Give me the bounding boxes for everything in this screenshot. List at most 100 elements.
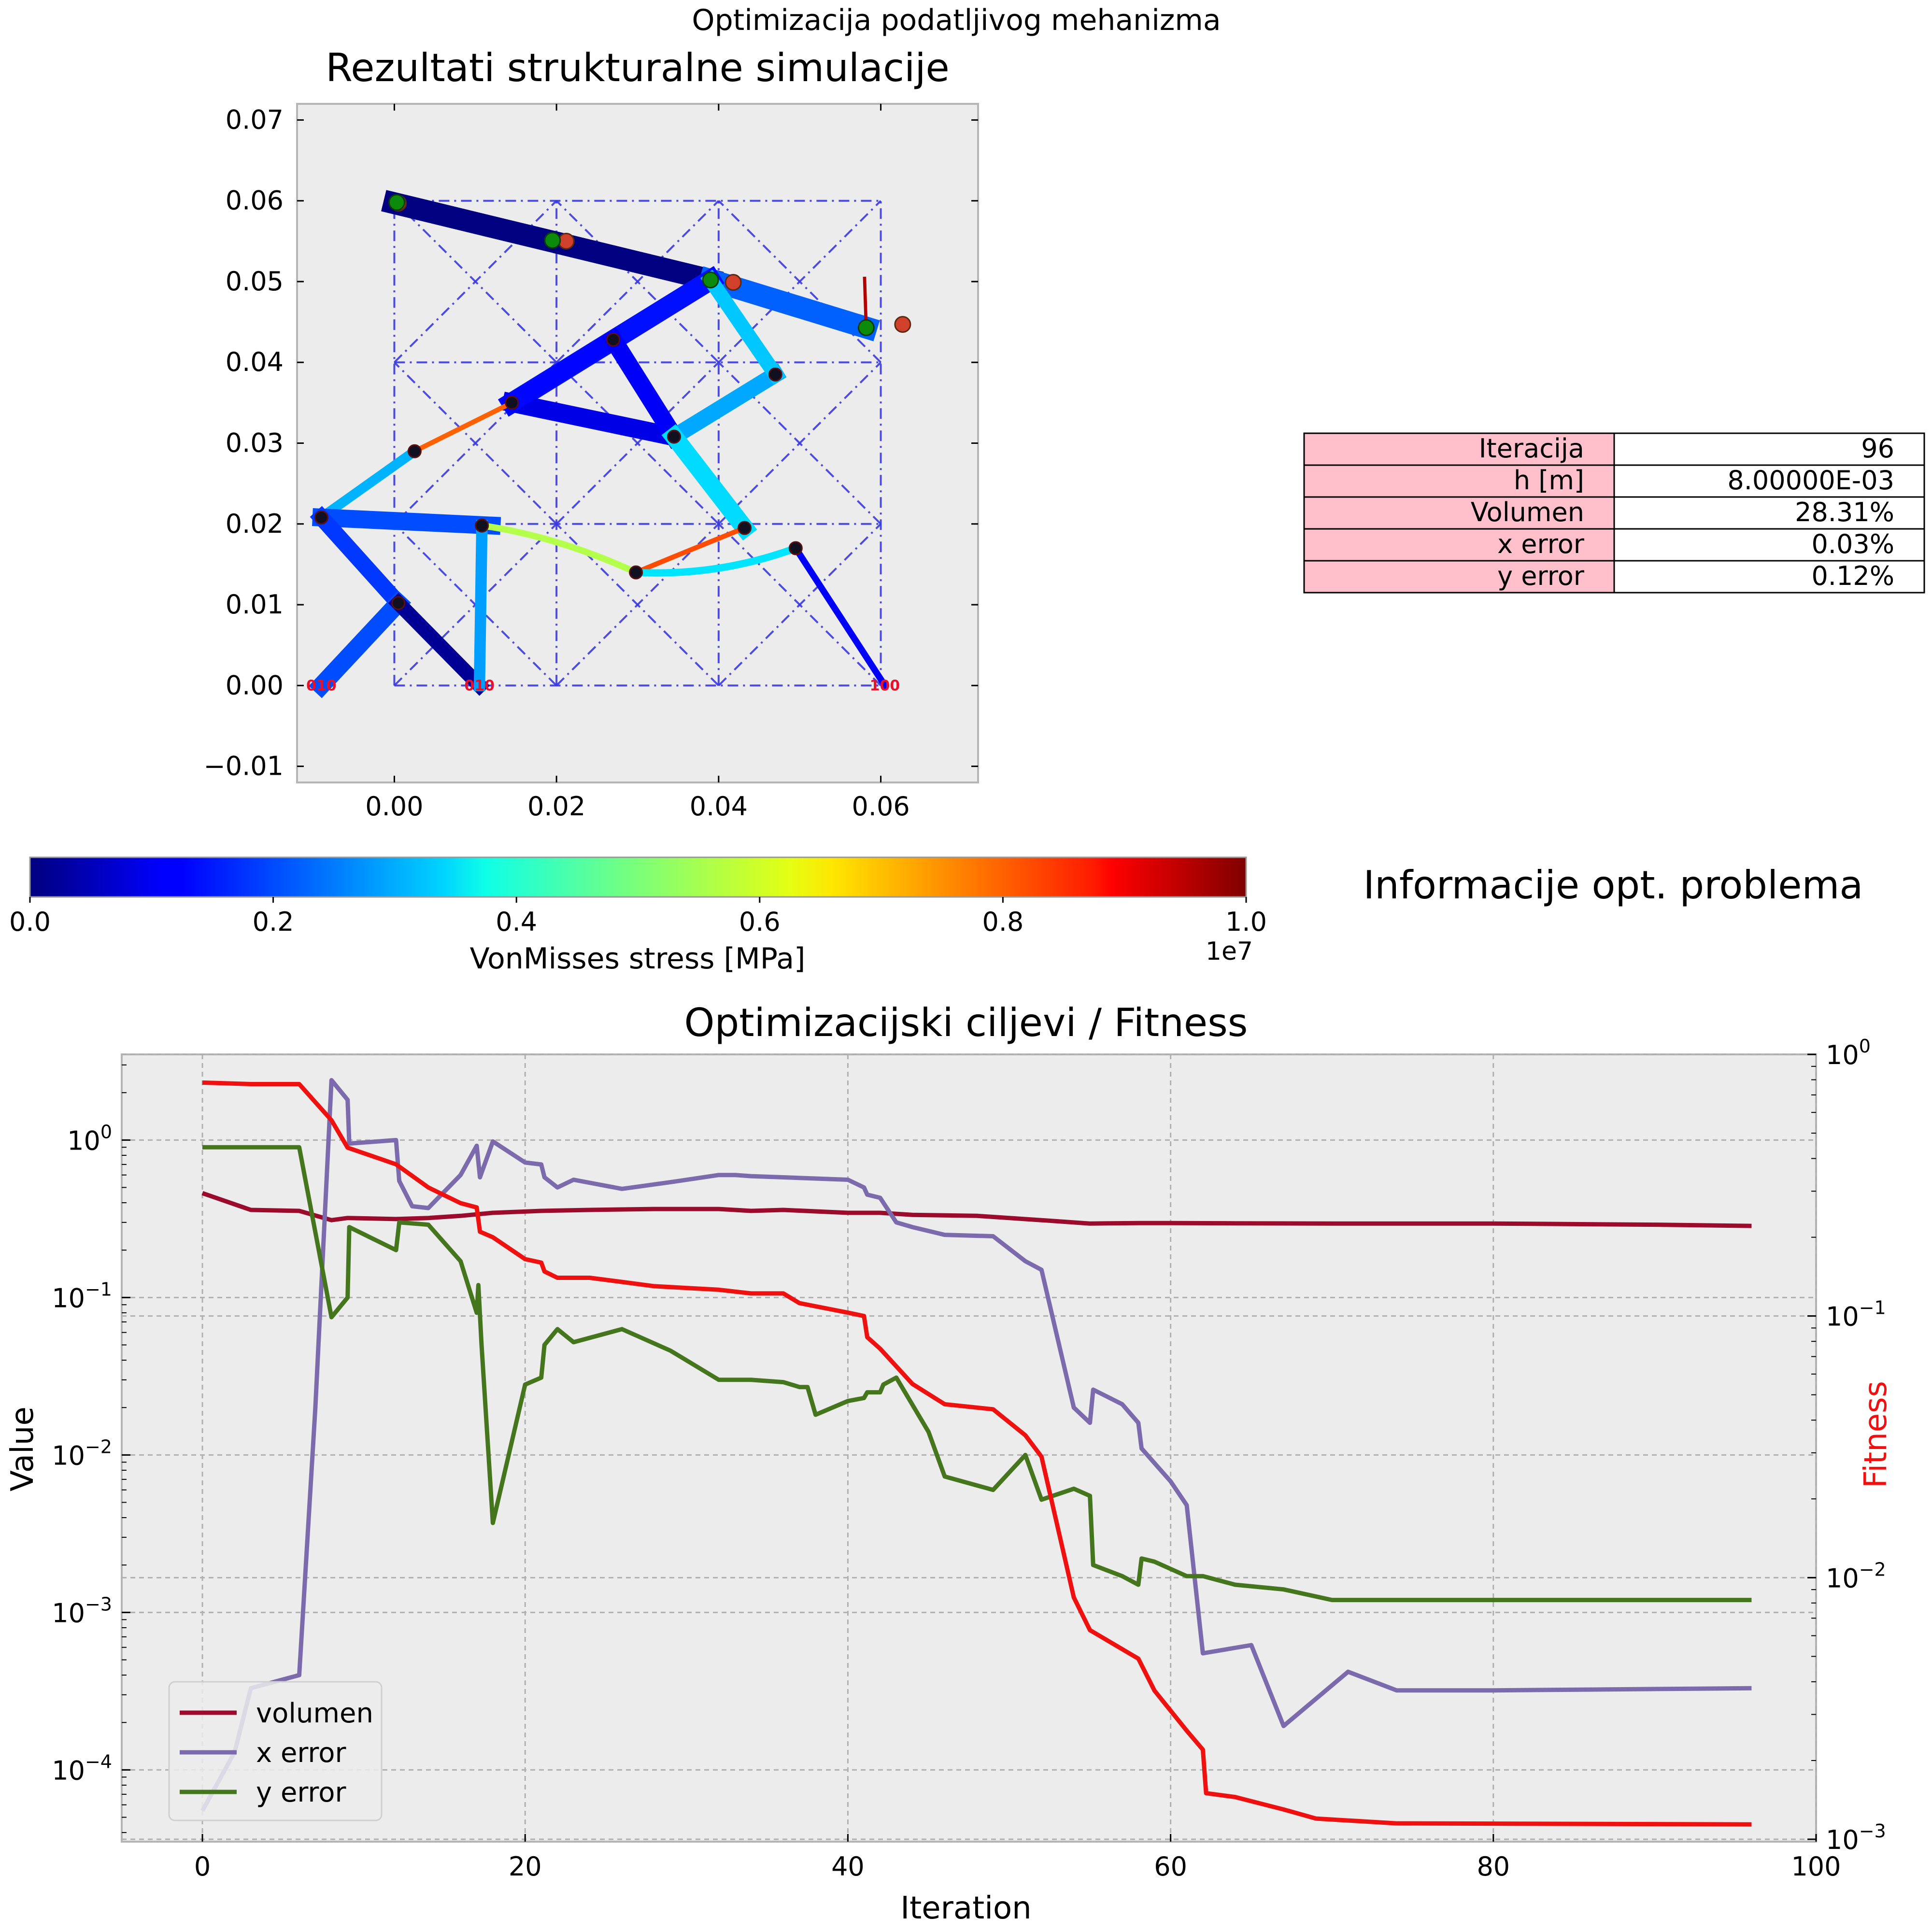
fitness-title: Optimizacijski ciljevi / Fitness <box>684 1000 1248 1045</box>
beam <box>388 593 490 696</box>
info-label: y error <box>1497 561 1585 591</box>
x-tick-label: 100 <box>1791 1851 1841 1882</box>
node <box>788 541 803 555</box>
structure-ticks: 0.00 0.02 0.04 0.06 −0.01 0.00 0.01 0.02 0.03 0.0… <box>204 104 978 822</box>
structure-target-points <box>388 194 911 336</box>
y-tick-label: 10−3 <box>52 1593 112 1628</box>
support-label: 010 <box>464 677 495 694</box>
info-value: 0.03% <box>1811 529 1894 559</box>
colorbar-tick-label: 0.6 <box>739 907 781 937</box>
colorbar-tick-label: 1.0 <box>1225 907 1267 937</box>
y-tick-label: 100 <box>67 1121 112 1156</box>
x-tick-label: 40 <box>831 1851 865 1882</box>
legend-label-x-error: x error <box>256 1737 346 1769</box>
y-tick-label: 0.00 <box>226 670 284 700</box>
legend-box <box>168 1681 383 1821</box>
ground-grid-diagonal <box>718 361 881 525</box>
info-value-cell <box>1613 464 1925 498</box>
info-table: Iteracija 96 h [m] 8.00000E-03 Volumen 28.31%… <box>1303 432 1925 908</box>
structure-supports: 010 010 100 <box>306 677 900 694</box>
node <box>667 429 682 444</box>
node <box>475 518 489 533</box>
y-tick-label: −0.01 <box>204 751 284 781</box>
x-tick-label: 0.00 <box>365 791 423 822</box>
node <box>606 332 621 347</box>
y-tick-label: 10−1 <box>52 1279 112 1313</box>
ground-grid-diagonal <box>555 523 720 686</box>
info-value: 28.31% <box>1795 497 1894 527</box>
fitness-ticks: 0 20 40 60 80 10010−410−310−210−110010−310−21… <box>52 1036 1886 1882</box>
support-label: 100 <box>870 677 900 694</box>
info-label: h [m] <box>1514 465 1584 496</box>
legend-label-y-error: y error <box>256 1777 346 1808</box>
info-label-cell <box>1303 560 1615 594</box>
y-tick-label: 0.03 <box>226 428 284 458</box>
x-tick-label: 80 <box>1477 1851 1510 1882</box>
colorbar-gradient <box>29 856 1247 898</box>
fitness-xlabel: Iteration <box>900 1890 1031 1926</box>
colorbar-tick-label: 0.4 <box>496 907 537 937</box>
y-tick-label: 0.05 <box>226 266 284 297</box>
info-label-cell <box>1303 496 1615 530</box>
colorbar-label: VonMisses stress [MPa] <box>470 942 806 976</box>
y-tick-label: 0.01 <box>226 589 284 620</box>
info-value: 8.00000E-03 <box>1727 465 1894 496</box>
x-tick-label: 0.04 <box>690 791 748 822</box>
series-line-y-error <box>202 1145 1752 1603</box>
colorbar-tick-label: 0.8 <box>982 907 1023 937</box>
node <box>391 596 406 611</box>
beam <box>700 270 786 385</box>
output-point <box>857 319 875 336</box>
beam <box>661 424 757 541</box>
node <box>505 396 519 410</box>
y2-tick-label: 10−2 <box>1826 1559 1886 1593</box>
info-label-cell <box>1303 432 1615 466</box>
output-point <box>702 271 719 289</box>
node <box>738 521 752 535</box>
ground-grid-diagonal <box>555 200 720 363</box>
colorbar-tick-label: 0.2 <box>253 907 294 937</box>
fitness-series <box>200 1078 1752 1827</box>
structure-axes: Rezultati strukturalne simulacije 010 010… <box>204 45 979 822</box>
ground-grid-diagonal <box>394 200 557 363</box>
target-point <box>724 274 742 291</box>
beam <box>633 525 748 576</box>
info-label: Volumen <box>1471 497 1584 527</box>
legend: volumen x error y error <box>168 1681 383 1821</box>
fitness-grid <box>122 1053 1817 1842</box>
series-line-x-error <box>200 1078 1752 1812</box>
y2-tick-label: 10−1 <box>1826 1297 1886 1332</box>
beam <box>314 444 422 525</box>
info-title: Informacije opt. problema <box>1364 863 1863 908</box>
info-label: x error <box>1497 529 1585 559</box>
beam <box>310 506 410 615</box>
y-tick-label: 0.02 <box>226 509 284 539</box>
info-value-cell <box>1613 496 1925 530</box>
node <box>768 367 782 382</box>
info-label-cell <box>1303 528 1615 562</box>
structure-title: Rezultati strukturalne simulacije <box>326 45 950 90</box>
beam <box>663 363 787 448</box>
y2-tick-label: 10−3 <box>1826 1820 1886 1855</box>
y-tick-label: 0.06 <box>226 185 284 216</box>
node <box>314 510 328 525</box>
beam <box>791 543 890 690</box>
info-value: 96 <box>1861 433 1894 464</box>
beam <box>411 399 515 455</box>
colorbar-ticks: 0.0 0.2 0.4 0.6 0.8 1.0 <box>9 897 1267 937</box>
y-tick-label: 0.07 <box>226 104 284 135</box>
fitness-y2label: Fitness <box>1858 1381 1894 1488</box>
support-label: 010 <box>306 677 337 694</box>
info-value-cell <box>1613 528 1925 562</box>
output-point <box>544 232 561 249</box>
beam <box>601 327 686 449</box>
x-tick-label: 20 <box>509 1851 542 1882</box>
structure-nodes <box>314 332 803 611</box>
y-tick-label: 10−4 <box>52 1751 112 1786</box>
node <box>407 444 422 458</box>
beam <box>473 520 488 692</box>
ground-grid-diagonal <box>394 361 557 525</box>
series-line-fitness <box>202 1080 1752 1827</box>
beam <box>478 522 640 577</box>
